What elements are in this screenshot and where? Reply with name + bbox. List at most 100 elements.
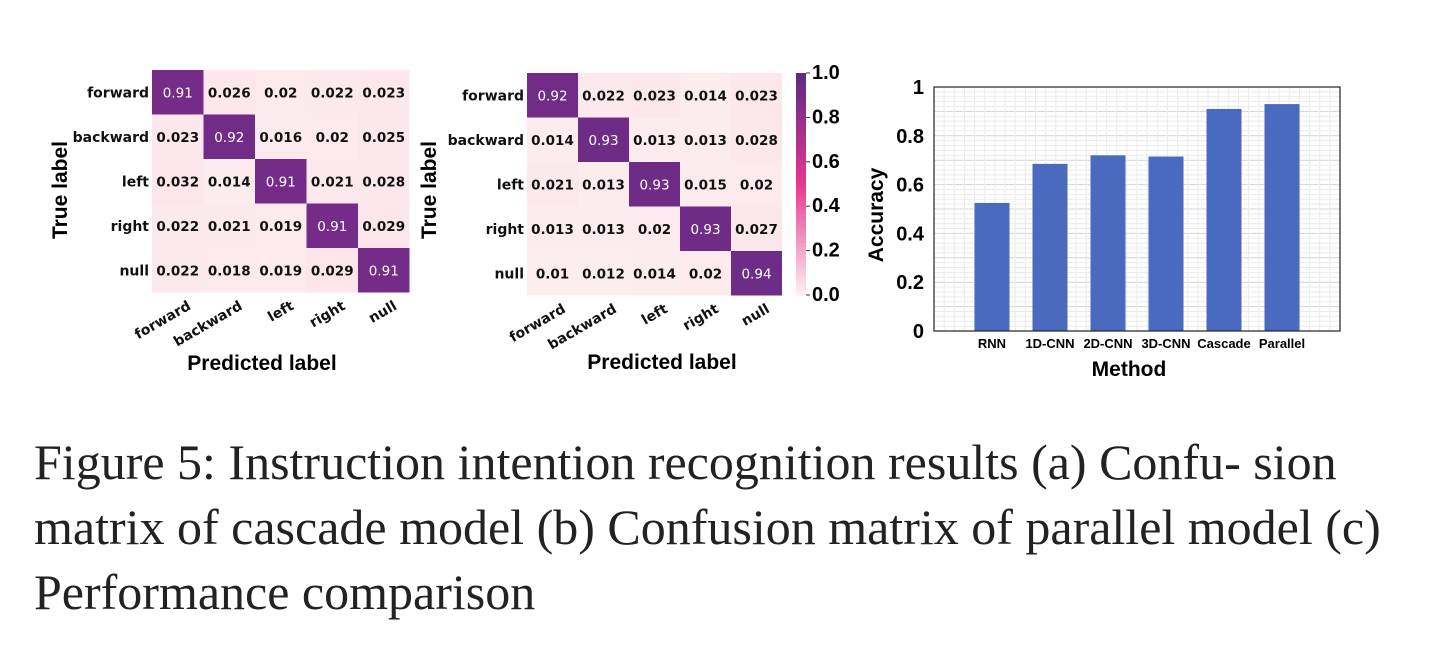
bar	[974, 202, 1010, 331]
cell-value-label: 0.014	[208, 174, 251, 190]
colorbar-tick-label: 0.2	[812, 240, 840, 262]
y-tick-label: left	[497, 177, 524, 193]
heatmap-cell	[152, 159, 204, 204]
heatmap-cell	[152, 114, 204, 159]
heatmap-cell	[578, 117, 629, 162]
colorbar-segment	[796, 98, 806, 104]
heatmap-cell	[680, 206, 731, 251]
colorbar-segment	[796, 206, 806, 211]
y-axis-title: Accuracy	[865, 167, 888, 262]
colorbar-segment	[796, 213, 806, 218]
heatmap-cell	[578, 162, 629, 207]
x-tick-label: right	[680, 301, 722, 334]
cell-value-label: 0.91	[369, 263, 399, 279]
colorbar-segment	[796, 87, 806, 93]
colorbar-segment	[796, 276, 806, 281]
heatmap-cell	[255, 114, 307, 159]
x-tick-label: left	[639, 301, 671, 329]
cell-value-label: 0.93	[639, 177, 669, 193]
cell-value-label: 0.92	[537, 88, 567, 104]
colorbar-segment	[796, 243, 806, 248]
bar	[1032, 163, 1068, 331]
heatmap-cell	[255, 70, 307, 115]
cell-value-label: 0.019	[259, 263, 302, 279]
heatmap-cell	[680, 73, 731, 118]
colorbar-segment	[796, 76, 806, 81]
accuracy-bar-chart: RNN 1D-CNN 2D-CNN 3D-CNN Cascade Parallel 0 0.2…	[865, 77, 1341, 381]
heatmap-cell	[306, 114, 358, 159]
cell-value-label: 0.021	[208, 219, 251, 235]
x-tick-label: 3D-CNN	[1141, 336, 1190, 351]
confusion-matrix-cascade: 0.91 0.026 0.02 0.022 0.023 0.023 0.92 0.016 0.0…	[49, 70, 410, 375]
colorbar-segment	[796, 172, 806, 178]
colorbar-segment	[796, 143, 806, 148]
heatmap-cell	[306, 248, 358, 293]
colorbar-segment	[796, 232, 806, 237]
y-tick-label: 0.8	[896, 126, 924, 148]
heatmap-cell	[358, 114, 410, 159]
bar	[1148, 156, 1184, 331]
x-tick-label: Parallel	[1259, 336, 1305, 351]
y-tick-label: backward	[73, 130, 149, 146]
cell-value-label: 0.022	[156, 263, 199, 279]
y-tick-label: left	[122, 174, 149, 190]
cell-value-label: 0.02	[740, 177, 773, 193]
colorbar-segment	[796, 161, 806, 167]
x-tick-label: 1D-CNN	[1025, 336, 1074, 351]
heatmap-cell	[680, 117, 731, 162]
y-tick-label: right	[486, 222, 525, 238]
cell-value-label: 0.023	[156, 130, 199, 146]
heatmap-cell	[680, 251, 731, 296]
cell-value-label: 0.013	[582, 177, 625, 193]
heatmap-cell	[152, 203, 204, 248]
cell-value-label: 0.028	[735, 133, 778, 149]
colorbar-segment	[796, 246, 806, 252]
y-tick-label: forward	[462, 88, 524, 104]
colorbar-segment	[796, 84, 806, 89]
colorbar-segment	[796, 165, 806, 170]
cell-value-label: 0.013	[582, 222, 625, 238]
colorbar-segment	[796, 184, 806, 189]
cell-value-label: 0.028	[362, 174, 405, 190]
colorbar-segment	[796, 291, 806, 296]
colorbar-segment	[796, 254, 806, 259]
colorbar-segment	[796, 139, 806, 144]
heatmap-cell	[629, 162, 680, 207]
colorbar-segment	[796, 147, 806, 152]
colorbar-segment	[796, 287, 806, 292]
heatmap-cell	[731, 117, 782, 162]
cell-value-label: 0.92	[214, 130, 244, 146]
heatmap-cell	[527, 162, 578, 207]
heatmap-cell	[255, 248, 307, 293]
heatmap-cell	[358, 248, 410, 293]
colorbar-segment	[796, 250, 806, 255]
cell-value-label: 0.02	[689, 266, 722, 282]
heatmap-cell	[203, 159, 255, 204]
colorbar-segment	[796, 124, 806, 130]
cell-value-label: 0.023	[362, 85, 405, 101]
colorbar-segment	[796, 258, 806, 263]
figure-caption: Figure 5: Instruction intention recognit…	[34, 434, 1381, 620]
colorbar-segment	[796, 265, 806, 270]
cell-value-label: 0.023	[633, 88, 676, 104]
cell-value-label: 0.013	[633, 133, 676, 149]
colorbar-segment	[796, 113, 806, 118]
y-axis-title: True label	[418, 141, 441, 239]
bar	[1206, 108, 1242, 332]
x-tick-label: null	[366, 298, 400, 327]
heatmap-cell	[306, 159, 358, 204]
colorbar-segment	[796, 132, 806, 137]
bar	[1264, 104, 1300, 331]
cell-value-label: 0.022	[311, 85, 354, 101]
colorbar-segment	[796, 224, 806, 229]
x-tick-label: left	[265, 298, 297, 326]
colorbar-segment	[796, 91, 806, 96]
x-axis-title: Predicted label	[587, 351, 736, 374]
cell-value-label: 0.018	[208, 263, 251, 279]
y-tick-label: 1	[913, 77, 924, 99]
cell-value-label: 0.013	[531, 222, 574, 238]
confusion-matrix-parallel: 0.92 0.022 0.023 0.014 0.023 0.014 0.93 0.013 0.…	[418, 62, 841, 374]
y-tick-label: forward	[87, 85, 149, 101]
colorbar-segment	[796, 180, 806, 185]
x-tick-label: 2D-CNN	[1083, 336, 1132, 351]
